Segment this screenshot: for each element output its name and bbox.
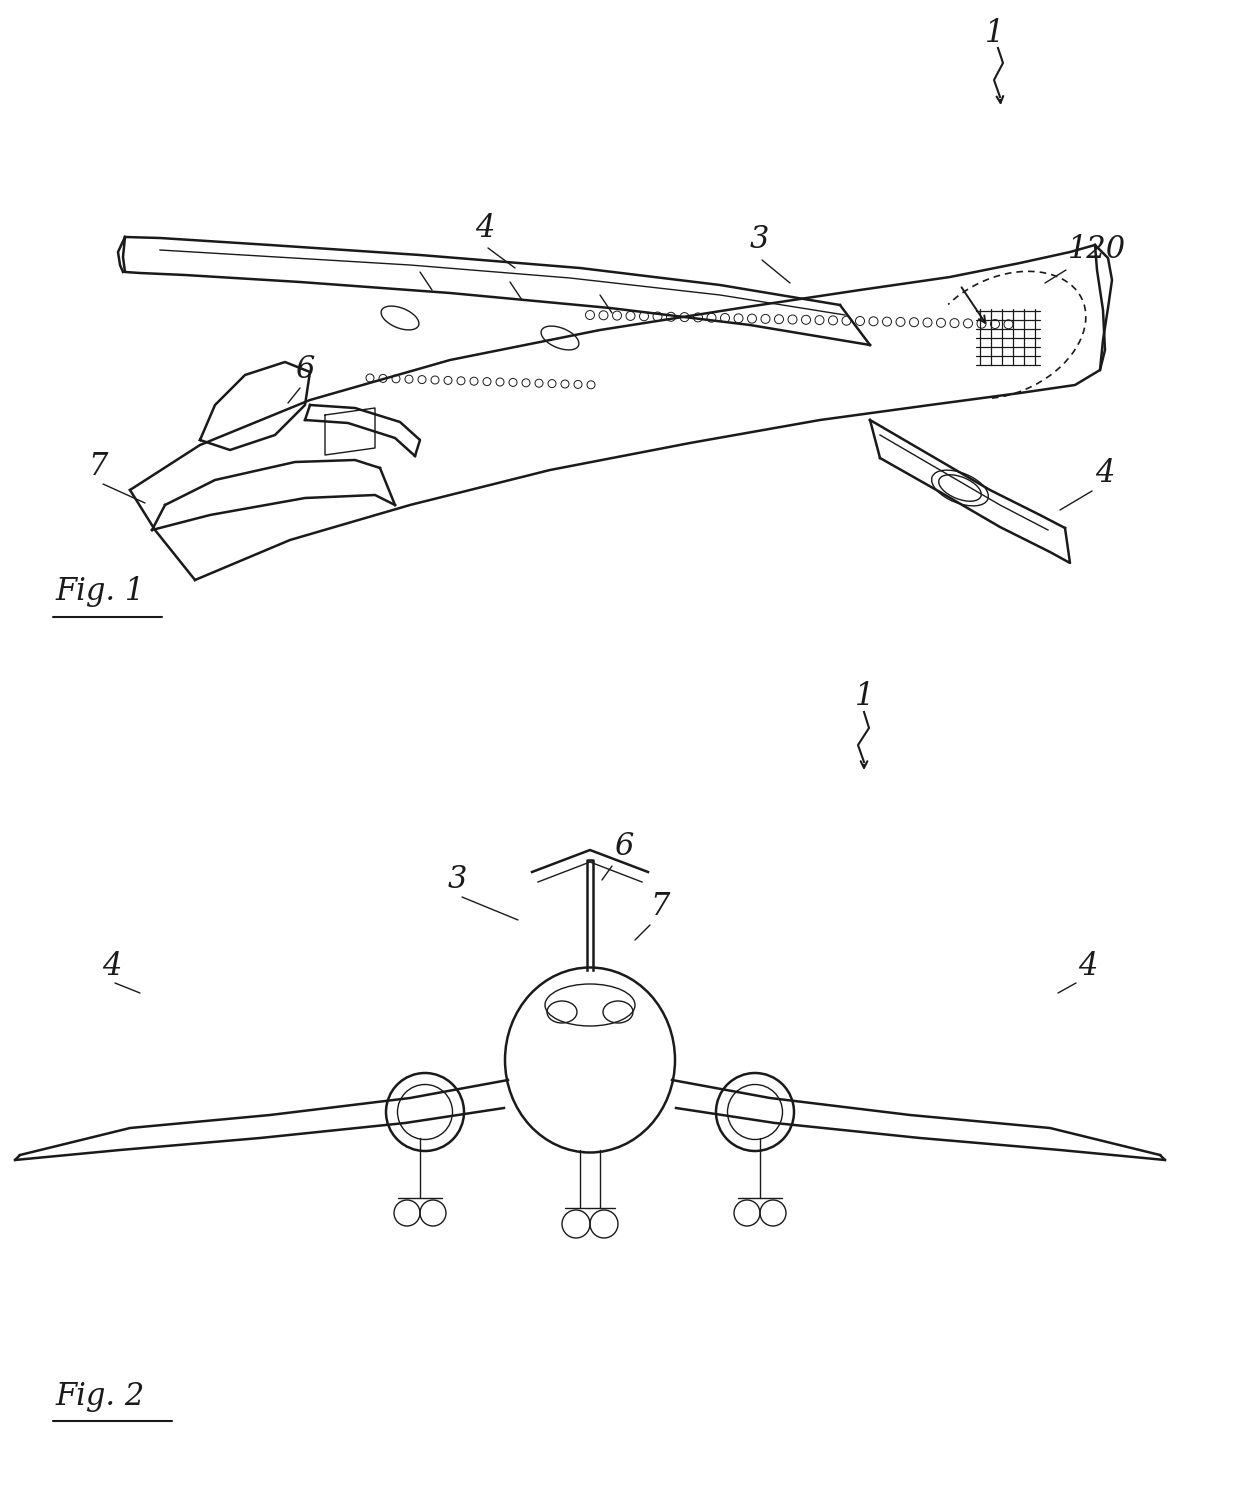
Text: 3: 3 bbox=[448, 865, 467, 894]
Text: 120: 120 bbox=[1068, 234, 1126, 265]
Text: 7: 7 bbox=[650, 891, 670, 923]
Text: 4: 4 bbox=[102, 951, 122, 982]
Text: 4: 4 bbox=[475, 213, 495, 244]
Text: 7: 7 bbox=[88, 451, 108, 482]
Text: 3: 3 bbox=[750, 225, 769, 254]
Text: 6: 6 bbox=[295, 354, 315, 385]
Text: 1: 1 bbox=[985, 18, 1004, 49]
Text: 6: 6 bbox=[614, 830, 634, 862]
Text: Fig. 2: Fig. 2 bbox=[55, 1381, 144, 1412]
Text: Fig. 1: Fig. 1 bbox=[55, 576, 144, 607]
Text: 1: 1 bbox=[856, 682, 874, 711]
Text: 4: 4 bbox=[1078, 951, 1097, 982]
Text: 4: 4 bbox=[1095, 458, 1115, 490]
